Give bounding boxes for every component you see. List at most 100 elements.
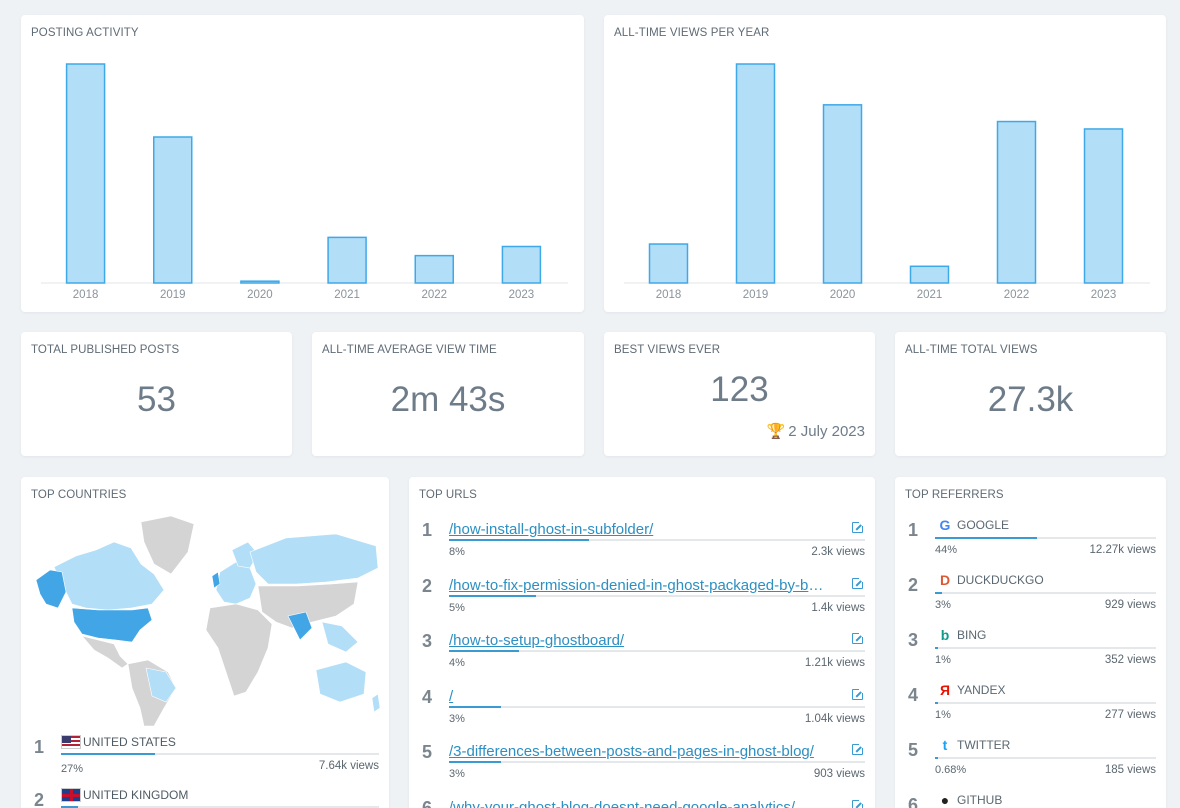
country-rank: 2 xyxy=(34,790,45,808)
external-link-icon[interactable] xyxy=(852,743,864,755)
referrer-progress-fill xyxy=(935,592,942,594)
views-per-year-card: ALL-TIME VIEWS PER YEAR 2018 2019 2020 2021… xyxy=(604,15,1166,312)
url-rank: 1 xyxy=(422,520,433,540)
external-link-icon[interactable] xyxy=(852,521,864,533)
tick-label-2018: 2018 xyxy=(656,289,682,301)
country-percent: 27% xyxy=(61,763,84,775)
map-russia xyxy=(249,533,379,585)
tick-label-2022: 2022 xyxy=(1004,289,1030,301)
url-rank: 4 xyxy=(422,686,433,707)
referrer-name[interactable]: GOOGLE xyxy=(957,518,1010,532)
url-views: 2.3k views xyxy=(811,546,865,558)
posting-activity-title: POSTING ACTIVITY xyxy=(31,27,139,39)
avg-view-time-label: ALL-TIME AVERAGE VIEW TIME xyxy=(322,344,497,356)
country-progress-fill xyxy=(61,753,156,755)
url-link[interactable]: /how-install-ghost-in-subfolder/ xyxy=(449,521,654,538)
referrer-progress-track xyxy=(935,757,1156,759)
referrer-rank: 2 xyxy=(908,575,919,595)
url-link[interactable]: / xyxy=(449,687,454,705)
total-views-card: ALL-TIME TOTAL VIEWS 27.3k xyxy=(895,332,1166,456)
views-per-year-title: ALL-TIME VIEWS PER YEAR xyxy=(614,27,770,39)
url-views: 1.4k views xyxy=(811,601,865,614)
bar-2018[interactable] xyxy=(648,243,689,284)
url-progress-fill xyxy=(449,705,502,708)
best-views-date: 2 July 2023 xyxy=(788,423,865,440)
avg-view-time-card: ALL-TIME AVERAGE VIEW TIME 2m 43s xyxy=(312,332,584,456)
external-link-icon[interactable] xyxy=(852,798,864,808)
referrer-progress-track xyxy=(935,702,1156,704)
external-link-icon[interactable] xyxy=(852,576,864,589)
world-map xyxy=(36,515,381,727)
bar-2021[interactable] xyxy=(327,236,367,284)
bar-2023[interactable] xyxy=(501,245,542,284)
map-brazil xyxy=(145,667,177,703)
country-rank: 1 xyxy=(34,737,45,757)
total-posts-label: TOTAL PUBLISHED POSTS xyxy=(31,344,180,356)
tick-label-2023: 2023 xyxy=(509,289,535,301)
referrer-rank: 3 xyxy=(908,630,919,650)
referrer-percent: 0.68% xyxy=(935,764,967,776)
total-posts-card: TOTAL PUBLISHED POSTS 53 xyxy=(21,332,292,456)
bar-2023[interactable] xyxy=(1083,128,1124,284)
tick-label-2018: 2018 xyxy=(73,289,99,301)
top-urls-card: TOP URLS 1/how-install-ghost-in-subfolde… xyxy=(409,477,875,808)
map-alaska xyxy=(36,569,67,609)
referrer-percent: 44% xyxy=(935,544,958,556)
best-views-card: BEST VIEWS EVER 123 🏆 2 July 2023 xyxy=(604,332,875,456)
us-flag-icon xyxy=(61,735,81,749)
map-africa xyxy=(205,603,273,697)
url-progress-track xyxy=(449,650,865,652)
url-percent: 4% xyxy=(449,657,465,669)
map-australia xyxy=(315,661,367,703)
country-name[interactable]: UNITED KINGDOM xyxy=(83,788,189,802)
top-urls-title: TOP URLS xyxy=(419,489,477,501)
external-link-icon[interactable] xyxy=(852,687,864,700)
country-name[interactable]: UNITED STATES xyxy=(83,735,176,749)
map-asia xyxy=(257,581,359,629)
referrer-name[interactable]: YANDEX xyxy=(957,683,1006,697)
referrer-name[interactable]: GITHUB xyxy=(957,793,1003,807)
bar-2021[interactable] xyxy=(909,265,950,284)
trophy-icon: 🏆 xyxy=(766,423,786,440)
tick-label-2019: 2019 xyxy=(160,289,186,301)
referrer-views: 185 views xyxy=(1104,764,1156,776)
map-india xyxy=(287,611,313,641)
url-link[interactable]: /3-differences-between-posts-and-pages-i… xyxy=(449,743,814,760)
referrer-views: 929 views xyxy=(1104,599,1156,611)
referrer-percent: 3% xyxy=(935,599,951,611)
bar-2022[interactable] xyxy=(414,254,454,284)
referrer-name[interactable]: DUCKDUCKGO xyxy=(957,573,1044,587)
referrer-percent: 1% xyxy=(935,654,951,666)
url-views: 903 views xyxy=(813,768,865,780)
url-progress-fill xyxy=(449,761,502,763)
url-progress-fill xyxy=(449,650,519,652)
top-referrers-card: TOP REFERRERS 1 G GOOGLE 44% 12.27k views 2 D D… xyxy=(895,477,1166,808)
referrer-progress-fill xyxy=(935,647,939,649)
bar-2020[interactable] xyxy=(822,104,863,284)
bar-2020[interactable] xyxy=(240,280,280,284)
referrer-name[interactable]: BING xyxy=(957,628,987,642)
url-rank: 2 xyxy=(422,575,433,596)
map-southeast-asia xyxy=(321,621,359,653)
url-link[interactable]: /how-to-fix-permission-denied-in-ghost-p… xyxy=(449,576,825,594)
bar-2022[interactable] xyxy=(996,120,1037,284)
external-link-icon[interactable] xyxy=(852,632,864,644)
url-link[interactable]: /why-your-ghost-blog-doesnt-need-google-… xyxy=(449,798,796,808)
referrer-progress-fill xyxy=(935,702,939,704)
url-progress-track xyxy=(449,705,865,708)
referrer-progress-fill xyxy=(935,757,939,759)
referrer-rank: 6 xyxy=(908,795,919,808)
url-percent: 8% xyxy=(449,546,465,558)
url-rank: 6 xyxy=(422,797,433,808)
flag-cross xyxy=(62,794,80,797)
url-link[interactable]: /how-to-setup-ghostboard/ xyxy=(449,632,625,649)
tick-label-2020: 2020 xyxy=(247,289,273,301)
duckduckgo-icon: D xyxy=(939,572,951,588)
referrer-name[interactable]: TWITTER xyxy=(957,738,1011,752)
bar-2019[interactable] xyxy=(153,136,193,284)
referrer-progress-track xyxy=(935,537,1156,539)
bar-2019[interactable] xyxy=(735,63,776,284)
country-progress-track xyxy=(61,806,379,808)
bar-2018[interactable] xyxy=(65,63,106,284)
posting-activity-chart: 2018 2019 2020 2021 2022 2023 xyxy=(41,63,568,301)
